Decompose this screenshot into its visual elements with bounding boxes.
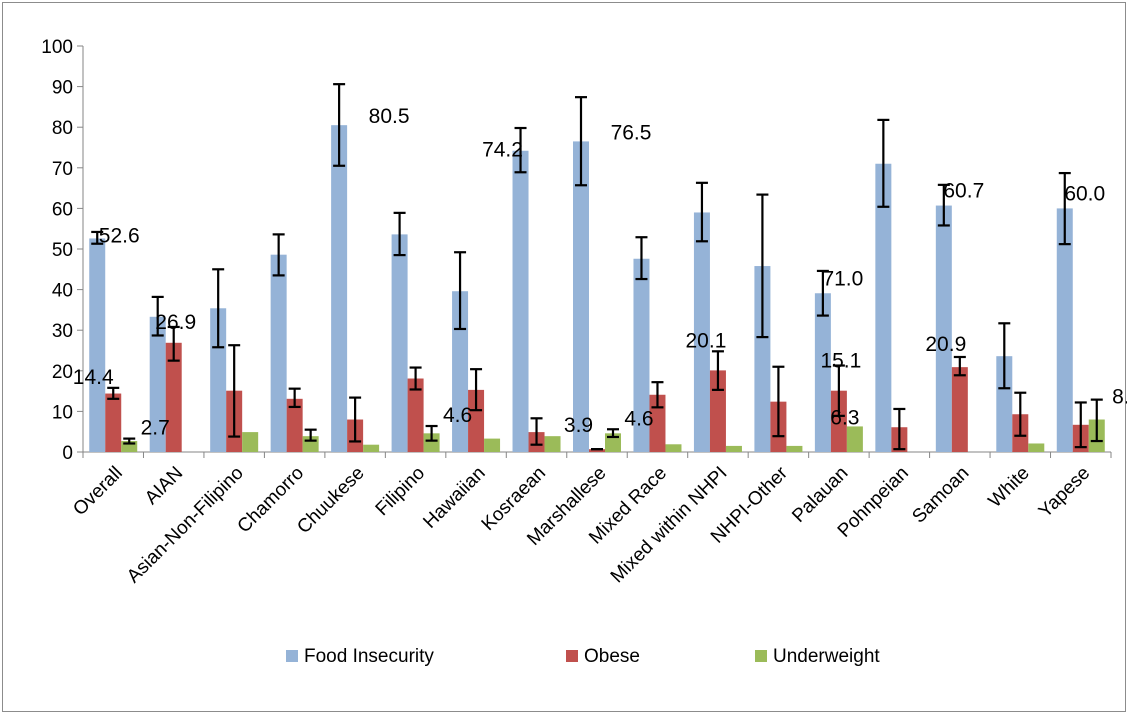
bar bbox=[846, 426, 863, 452]
data-label: 4.6 bbox=[624, 407, 653, 430]
y-tick-label: 10 bbox=[52, 402, 73, 423]
bar bbox=[242, 432, 259, 452]
error-bars bbox=[91, 83, 1103, 451]
legend-swatch bbox=[286, 650, 298, 662]
bar bbox=[1028, 443, 1045, 452]
x-category-label: Yapese bbox=[1035, 463, 1094, 522]
data-label: 14.4 bbox=[73, 366, 114, 389]
bar bbox=[830, 390, 847, 452]
y-tick-label: 30 bbox=[52, 321, 73, 342]
y-tick-label: 80 bbox=[52, 118, 73, 139]
legend: Food Insecurity Obese Underweight bbox=[286, 646, 880, 667]
bar bbox=[452, 291, 469, 452]
y-tick-label: 90 bbox=[52, 78, 73, 99]
bar bbox=[407, 378, 424, 452]
bar bbox=[1056, 208, 1073, 452]
legend-swatch bbox=[566, 650, 578, 662]
bar bbox=[935, 205, 952, 452]
x-category-label: AIAN bbox=[141, 463, 187, 509]
x-category-label: Samoan bbox=[908, 463, 973, 528]
data-label: 80.5 bbox=[369, 105, 410, 128]
data-label: 74.2 bbox=[482, 139, 523, 162]
bar-chart: 0 10 20 30 40 50 60 70 80 90 100 Overall AIANAsian-N… bbox=[41, 37, 1127, 667]
bar bbox=[512, 150, 529, 453]
data-label: 4.6 bbox=[443, 404, 472, 427]
bar bbox=[693, 212, 710, 452]
y-tick-label: 70 bbox=[52, 159, 73, 180]
bar bbox=[589, 449, 605, 452]
bar bbox=[121, 441, 138, 452]
y-tick-label: 40 bbox=[52, 281, 73, 302]
bar bbox=[149, 316, 166, 452]
bar bbox=[814, 293, 831, 452]
x-category-label: Filipino bbox=[372, 463, 429, 520]
bar bbox=[468, 389, 485, 452]
data-label: 71.0 bbox=[822, 267, 863, 290]
data-label: 8.0 bbox=[1112, 386, 1127, 409]
y-tick-label: 20 bbox=[52, 362, 73, 383]
bar bbox=[544, 436, 561, 452]
x-category-label: Mixed within NHPI bbox=[607, 463, 732, 588]
legend-swatch bbox=[755, 650, 767, 662]
bar bbox=[484, 438, 501, 452]
data-label: 2.7 bbox=[141, 417, 170, 440]
data-label: 26.9 bbox=[155, 311, 196, 334]
data-labels: 52.6 14.4 2.7 26.9 80.5 4.6 74.2 3.9 76.5 4.6 20.1… bbox=[73, 105, 1127, 439]
data-label: 20.1 bbox=[686, 329, 727, 352]
bar bbox=[391, 234, 408, 452]
x-category-label: White bbox=[985, 463, 1034, 512]
legend-label: Food Insecurity bbox=[304, 646, 434, 667]
x-category-label: Asian-Non-Filipino bbox=[123, 463, 248, 588]
bar bbox=[105, 393, 122, 452]
data-label: 52.6 bbox=[99, 224, 140, 247]
bar bbox=[754, 266, 771, 452]
x-category-label: Overall bbox=[69, 463, 126, 520]
data-label: 3.9 bbox=[564, 414, 593, 437]
y-tick-label: 100 bbox=[41, 37, 73, 58]
legend-label: Obese bbox=[584, 646, 640, 667]
bar bbox=[996, 356, 1013, 452]
bar bbox=[875, 163, 892, 453]
bar bbox=[286, 398, 303, 452]
y-tick-label: 50 bbox=[52, 240, 73, 261]
data-label: 76.5 bbox=[611, 121, 652, 144]
bar bbox=[951, 367, 968, 452]
bar bbox=[725, 445, 742, 452]
bar bbox=[270, 254, 287, 452]
data-label: 15.1 bbox=[820, 350, 861, 373]
bar bbox=[89, 238, 106, 452]
bar bbox=[665, 444, 682, 452]
bar bbox=[573, 141, 589, 452]
bar bbox=[786, 445, 803, 452]
bar bbox=[210, 308, 227, 452]
y-tick-label: 60 bbox=[52, 199, 73, 220]
bar bbox=[363, 444, 380, 452]
bar bbox=[633, 258, 650, 452]
data-label: 60.0 bbox=[1064, 182, 1105, 205]
bars bbox=[89, 125, 1105, 453]
y-tick-label: 0 bbox=[62, 443, 73, 464]
bar bbox=[165, 342, 182, 452]
bar bbox=[649, 394, 666, 452]
data-label: 20.9 bbox=[925, 333, 966, 356]
legend-label: Underweight bbox=[773, 646, 880, 667]
bar bbox=[331, 125, 348, 453]
data-label: 6.3 bbox=[830, 406, 859, 429]
data-label: 60.7 bbox=[943, 180, 984, 203]
bar bbox=[423, 433, 440, 452]
